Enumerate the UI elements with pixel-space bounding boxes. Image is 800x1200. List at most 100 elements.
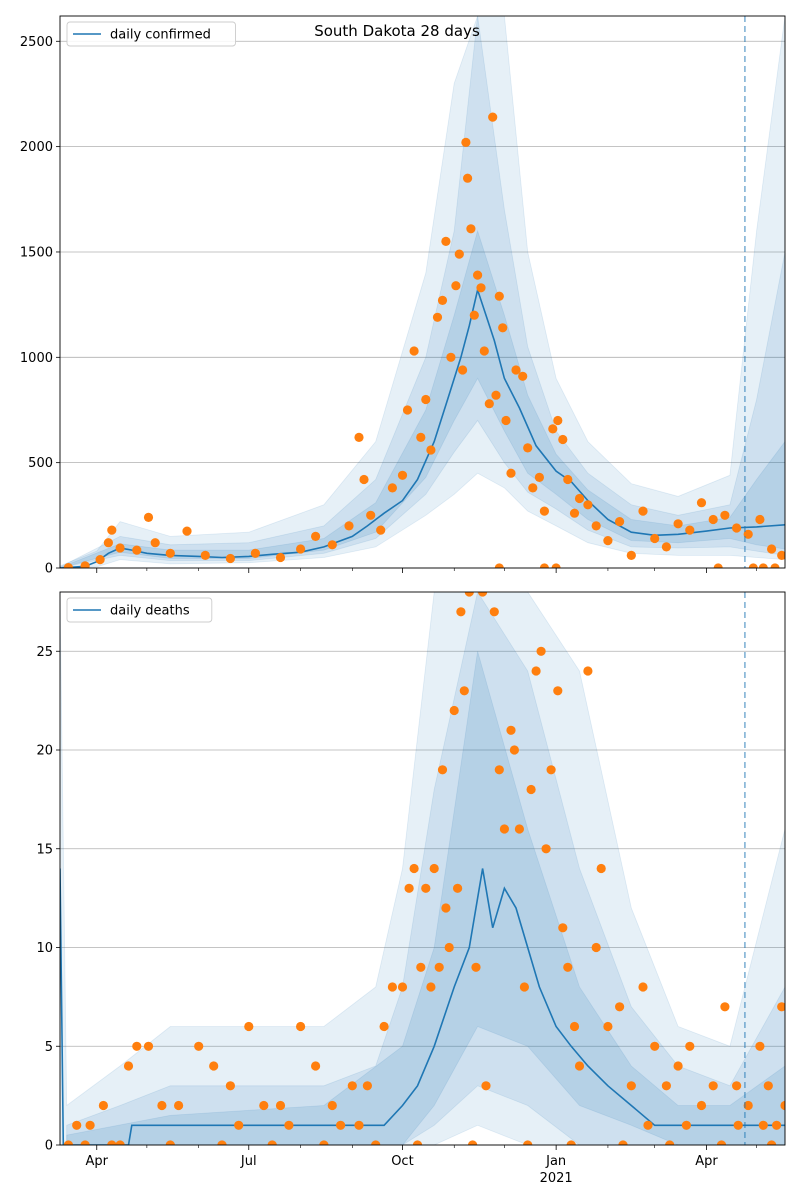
- data-point: [80, 561, 90, 568]
- data-point: [615, 517, 625, 527]
- data-point: [362, 1081, 372, 1091]
- model-line: [60, 868, 785, 1145]
- data-point: [366, 510, 376, 520]
- y-tick-label: 500: [28, 456, 53, 471]
- data-point: [708, 514, 718, 525]
- data-point: [319, 1140, 329, 1145]
- data-point: [107, 525, 117, 535]
- data-point: [494, 291, 504, 301]
- data-point: [143, 512, 154, 523]
- data-point: [498, 323, 508, 333]
- data-point: [311, 531, 321, 542]
- confidence-band: [60, 229, 785, 568]
- data-point: [432, 312, 443, 322]
- data-point: [132, 1041, 142, 1051]
- y-tick-label: 25: [36, 645, 53, 660]
- confidence-band: [60, 592, 785, 1145]
- data-point: [296, 544, 306, 554]
- data-point: [603, 536, 613, 546]
- data-point: [275, 1100, 286, 1111]
- data-point: [519, 982, 530, 992]
- data-point: [743, 1100, 753, 1111]
- data-point: [421, 883, 431, 893]
- data-point: [244, 1021, 254, 1032]
- data-point: [713, 563, 723, 568]
- data-point: [523, 1140, 533, 1145]
- data-point: [225, 553, 235, 564]
- x-tick-label: Apr: [86, 1154, 109, 1169]
- data-point: [626, 550, 636, 561]
- data-point: [506, 725, 516, 735]
- data-point: [63, 1140, 73, 1145]
- data-point: [441, 903, 451, 913]
- data-point: [541, 844, 551, 854]
- data-point: [194, 1041, 204, 1051]
- data-point: [132, 545, 142, 555]
- data-point: [471, 962, 481, 972]
- data-point: [463, 173, 473, 183]
- data-point: [275, 552, 286, 563]
- data-point: [476, 283, 486, 293]
- data-point: [681, 1120, 692, 1130]
- data-point: [777, 550, 785, 560]
- data-point: [379, 1021, 389, 1032]
- data-point: [143, 1041, 154, 1051]
- data-point: [661, 542, 672, 552]
- data-point: [387, 982, 397, 992]
- data-point: [98, 1100, 108, 1111]
- data-point: [777, 1002, 785, 1012]
- data-point: [444, 942, 454, 953]
- data-point: [488, 112, 498, 122]
- data-point: [461, 137, 471, 147]
- legend-box: [66, 21, 236, 47]
- data-point: [638, 506, 648, 516]
- data-point: [426, 982, 436, 992]
- data-point: [518, 371, 528, 381]
- data-point: [523, 443, 533, 453]
- data-point: [780, 1100, 785, 1111]
- data-point: [454, 249, 464, 259]
- data-point: [449, 705, 459, 716]
- data-point: [107, 1140, 117, 1145]
- data-point: [743, 529, 753, 539]
- data-point: [696, 1100, 707, 1111]
- data-point: [696, 498, 707, 508]
- data-point: [250, 548, 260, 558]
- data-point: [546, 765, 556, 775]
- data-point: [404, 883, 414, 893]
- data-point: [748, 563, 758, 568]
- data-point: [558, 434, 568, 445]
- legend-label: daily deaths: [110, 604, 190, 619]
- confidence-band: [66, 651, 785, 1145]
- data-point: [673, 1061, 683, 1071]
- data-point: [755, 514, 765, 525]
- data-point: [583, 500, 593, 510]
- confidence-band: [66, 592, 785, 1145]
- data-point: [758, 1120, 768, 1130]
- data-point: [165, 548, 175, 558]
- data-point: [767, 1140, 777, 1145]
- data-point: [772, 1120, 782, 1130]
- data-point: [574, 1061, 585, 1071]
- data-point: [574, 493, 585, 504]
- axes-frame: [59, 15, 786, 569]
- data-point: [371, 1140, 381, 1145]
- data-point: [359, 474, 369, 485]
- data-point: [539, 563, 549, 568]
- y-tick-label: 1000: [20, 351, 53, 366]
- data-point: [327, 1100, 337, 1111]
- data-point: [553, 686, 563, 696]
- data-point: [416, 432, 426, 442]
- data-point: [453, 883, 463, 893]
- legend-label: daily confirmed: [110, 28, 211, 43]
- data-point: [489, 607, 499, 617]
- data-point: [402, 405, 413, 415]
- data-point: [758, 563, 768, 568]
- x-tick-label: Apr: [695, 1154, 718, 1169]
- data-point: [397, 982, 408, 992]
- data-point: [551, 563, 561, 568]
- data-point: [354, 432, 364, 442]
- data-point: [72, 1120, 82, 1130]
- data-point: [80, 1140, 90, 1145]
- data-point: [456, 607, 466, 617]
